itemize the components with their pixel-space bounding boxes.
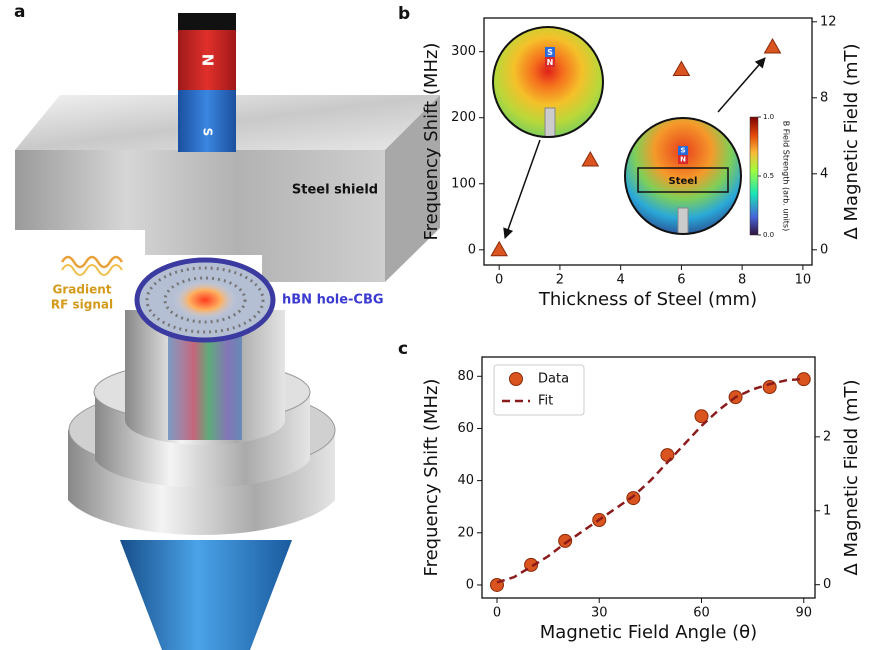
y2-tick-label: 12 xyxy=(820,14,837,29)
x-tick-label: 2 xyxy=(556,273,564,288)
y-axis-label: Frequency Shift (MHz) xyxy=(421,379,442,577)
panel-label: a xyxy=(14,2,25,22)
inset-s: S xyxy=(547,48,553,57)
y-tick-label: 80 xyxy=(457,369,474,384)
data-point xyxy=(673,62,689,76)
x-tick-label: 4 xyxy=(617,273,625,288)
colorbar-tick-label: 0.5 xyxy=(763,172,774,180)
y2-tick-label: 0 xyxy=(820,242,828,257)
x-tick-label: 90 xyxy=(795,606,812,621)
steel-label: Steel shield xyxy=(292,183,378,198)
legend-label: Fit xyxy=(538,394,553,409)
panel-label: b xyxy=(398,4,410,24)
x-tick-label: 0 xyxy=(493,606,501,621)
y-tick-label: 100 xyxy=(451,176,476,191)
y2-tick-label: 2 xyxy=(823,429,831,444)
y-tick-label: 200 xyxy=(451,110,476,125)
y-tick-label: 0 xyxy=(466,577,474,592)
y2-tick-label: 0 xyxy=(823,577,831,592)
x-axis-label: Magnetic Field Angle (θ) xyxy=(540,622,757,643)
rf-label: RF signal xyxy=(51,298,113,312)
y-tick-label: 0 xyxy=(468,242,476,257)
y-axis-label: Frequency Shift (MHz) xyxy=(421,43,442,241)
magnet-south xyxy=(178,90,236,152)
data-point xyxy=(765,39,781,53)
y-tick-label: 40 xyxy=(457,473,474,488)
magnet-n: N xyxy=(199,54,217,67)
arrow xyxy=(718,58,765,112)
y2-tick-label: 1 xyxy=(823,503,831,518)
panel-a: a Steel shield N S Gradient RF signal hB… xyxy=(14,2,440,650)
y-tick-label: 300 xyxy=(451,44,476,59)
device-label: hBN hole-CBG xyxy=(282,293,384,308)
cbg-spot xyxy=(173,280,237,320)
y-tick-label: 20 xyxy=(457,525,474,540)
panel-label: c xyxy=(398,339,408,359)
rf-wave xyxy=(62,265,122,275)
x-tick-label: 30 xyxy=(591,606,608,621)
data-point xyxy=(491,242,507,256)
figure: a Steel shield N S Gradient RF signal hB… xyxy=(0,0,869,650)
y2-tick-label: 4 xyxy=(820,166,828,181)
fiber-cone xyxy=(120,540,292,650)
inset-steel: Steel xyxy=(669,176,698,187)
y2-axis-label: Δ Magnetic Field (mT) xyxy=(841,43,862,239)
colorbar-label: B Field Strength (arb. units) xyxy=(782,121,791,231)
y2-tick-label: 8 xyxy=(820,90,828,105)
data-point xyxy=(582,152,598,166)
magnet-s: S xyxy=(201,128,215,137)
x-tick-label: 8 xyxy=(738,273,746,288)
rf-label: Gradient xyxy=(53,283,112,297)
legend-swatch xyxy=(510,373,523,386)
data-point xyxy=(661,449,674,462)
x-tick-label: 0 xyxy=(495,273,503,288)
data-point xyxy=(763,380,776,393)
x-tick-label: 60 xyxy=(693,606,710,621)
colorbar xyxy=(750,117,758,235)
x-tick-label: 6 xyxy=(677,273,685,288)
arrow xyxy=(505,140,540,238)
inset-left: S N xyxy=(490,25,606,143)
inset-s: S xyxy=(680,147,685,155)
colorbar-tick-label: 1.0 xyxy=(763,113,774,121)
y-tick-label: 60 xyxy=(457,421,474,436)
inset-n: N xyxy=(680,156,686,164)
x-axis-label: Thickness of Steel (mm) xyxy=(538,289,757,310)
y2-axis-label: Δ Magnetic Field (mT) xyxy=(841,379,862,575)
inset-n: N xyxy=(547,58,554,67)
x-tick-label: 10 xyxy=(795,273,812,288)
magnet-top xyxy=(178,13,236,30)
colorbar-tick-label: 0.0 xyxy=(763,231,774,239)
legend-label: Data xyxy=(538,372,569,387)
